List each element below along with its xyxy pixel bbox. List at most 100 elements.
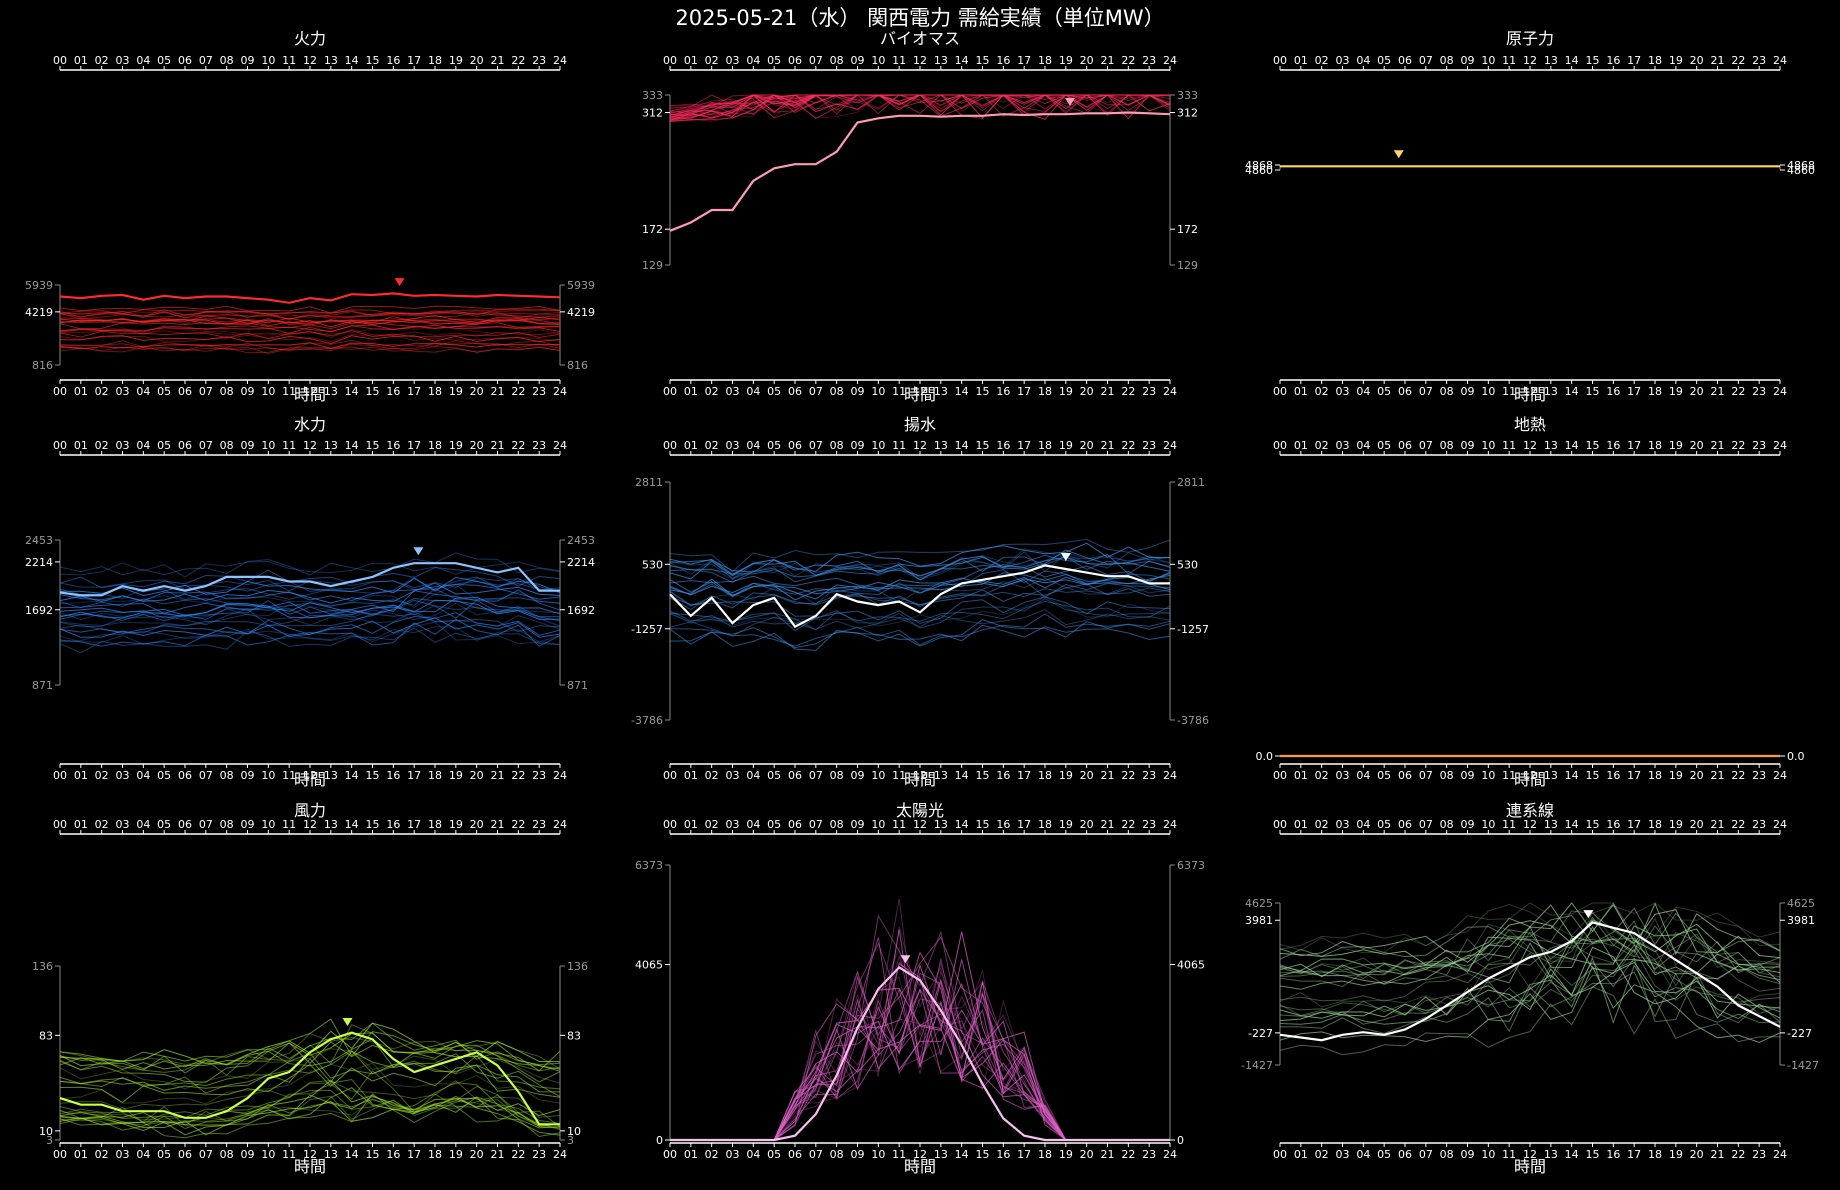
x-tick-label: 21: [491, 385, 505, 398]
page-title: 2025-05-21（水） 関西電力 需給実績（単位MW）: [675, 6, 1165, 30]
x-tick-label: 08: [220, 385, 234, 398]
history-line: [59, 584, 561, 609]
x-tick-label: 17: [1627, 54, 1641, 67]
history-line: [59, 612, 561, 636]
x-tick-label: 15: [976, 818, 990, 831]
x-tick-label: 07: [199, 439, 213, 452]
history-line: [59, 318, 561, 327]
x-tick-label: 16: [996, 818, 1010, 831]
history-line: [669, 564, 1171, 589]
x-tick-label: 23: [532, 769, 546, 782]
y-tick-label: 816: [567, 359, 588, 372]
history-line: [1279, 965, 1781, 1044]
history-line: [59, 626, 561, 643]
x-tick-label: 14: [955, 439, 969, 452]
x-tick-label: 20: [1690, 769, 1704, 782]
x-tick-label: 23: [1752, 439, 1766, 452]
x-tick-label: 13: [934, 1148, 948, 1161]
y-tick-label: 3981: [1245, 914, 1273, 927]
x-tick-label: 09: [1461, 769, 1475, 782]
x-tick-label: 06: [788, 769, 802, 782]
x-tick-label: 01: [74, 439, 88, 452]
x-tick-label: 12: [913, 385, 927, 398]
x-tick-label: 12: [1523, 439, 1537, 452]
x-tick-label: 16: [386, 385, 400, 398]
x-tick-label: 06: [178, 54, 192, 67]
history-line: [59, 597, 561, 620]
x-tick-label: 11: [1502, 769, 1516, 782]
x-tick-label: 20: [1690, 54, 1704, 67]
x-tick-label: 23: [1142, 385, 1156, 398]
x-tick-label: 10: [1481, 818, 1495, 831]
history-line: [59, 305, 561, 314]
x-tick-label: 15: [1586, 818, 1600, 831]
history-line: [669, 600, 1171, 631]
x-tick-label: 22: [511, 769, 525, 782]
x-tick-label: 10: [261, 439, 275, 452]
history-line: [670, 972, 1170, 1141]
y-tick-label: 136: [567, 960, 588, 973]
chart-title: 太陽光: [896, 801, 944, 820]
x-tick-label: 13: [934, 385, 948, 398]
x-tick-label: 03: [1336, 54, 1350, 67]
x-tick-label: 14: [1565, 54, 1579, 67]
x-tick-label: 14: [955, 385, 969, 398]
x-tick-label: 17: [407, 1148, 421, 1161]
x-tick-label: 00: [1273, 54, 1287, 67]
x-tick-label: 10: [261, 385, 275, 398]
history-line: [669, 538, 1171, 573]
x-tick-label: 24: [553, 54, 567, 67]
x-tick-label: 06: [1398, 385, 1412, 398]
x-tick-label: 07: [1419, 385, 1433, 398]
x-tick-label: 04: [746, 439, 760, 452]
x-tick-label: 05: [1377, 818, 1391, 831]
x-tick-label: 02: [95, 385, 109, 398]
history-line: [59, 1079, 561, 1124]
x-tick-label: 11: [892, 54, 906, 67]
x-tick-label: 12: [303, 769, 317, 782]
x-tick-label: 04: [1356, 439, 1370, 452]
x-tick-label: 13: [934, 818, 948, 831]
x-tick-label: 16: [1606, 54, 1620, 67]
history-line: [1279, 971, 1781, 1034]
x-tick-label: 21: [491, 54, 505, 67]
x-tick-label: 13: [1544, 1148, 1558, 1161]
x-tick-label: 17: [407, 769, 421, 782]
x-tick-label: 15: [366, 769, 380, 782]
history-line: [59, 613, 561, 634]
x-tick-label: 02: [95, 769, 109, 782]
history-line: [59, 1062, 561, 1105]
x-tick-label: 24: [553, 385, 567, 398]
x-tick-label: 15: [976, 1148, 990, 1161]
x-tick-label: 03: [116, 818, 130, 831]
x-tick-label: 00: [663, 385, 677, 398]
y-tick-label: 0: [656, 1134, 663, 1147]
history-line: [59, 588, 561, 609]
x-tick-label: 22: [1121, 769, 1135, 782]
history-line: [59, 604, 561, 628]
x-tick-label: 04: [136, 1148, 150, 1161]
history-line: [59, 596, 561, 616]
x-tick-label: 18: [1648, 818, 1662, 831]
x-tick-label: 17: [1017, 1148, 1031, 1161]
x-tick-label: 19: [449, 54, 463, 67]
x-tick-label: 11: [892, 439, 906, 452]
y-tick-label: 871: [32, 679, 53, 692]
x-tick-label: 18: [1038, 439, 1052, 452]
x-tick-label: 13: [934, 769, 948, 782]
chart-panel-3: 水力 00 01 02 03 04 05 06 07 08 09 10 11 12 13 14 15 16 17 18…: [25, 415, 595, 789]
history-line: [59, 342, 561, 352]
x-tick-label: 20: [470, 769, 484, 782]
history-line: [1279, 910, 1781, 976]
history-line: [669, 613, 1171, 647]
x-tick-label: 04: [1356, 385, 1370, 398]
x-tick-label: 03: [1336, 385, 1350, 398]
x-tick-label: 06: [1398, 769, 1412, 782]
y-tick-label: -227: [1248, 1027, 1273, 1040]
x-tick-label: 17: [1627, 439, 1641, 452]
history-line: [1279, 909, 1781, 966]
x-tick-label: 02: [705, 385, 719, 398]
history-line: [669, 596, 1171, 632]
history-line: [59, 1050, 561, 1094]
